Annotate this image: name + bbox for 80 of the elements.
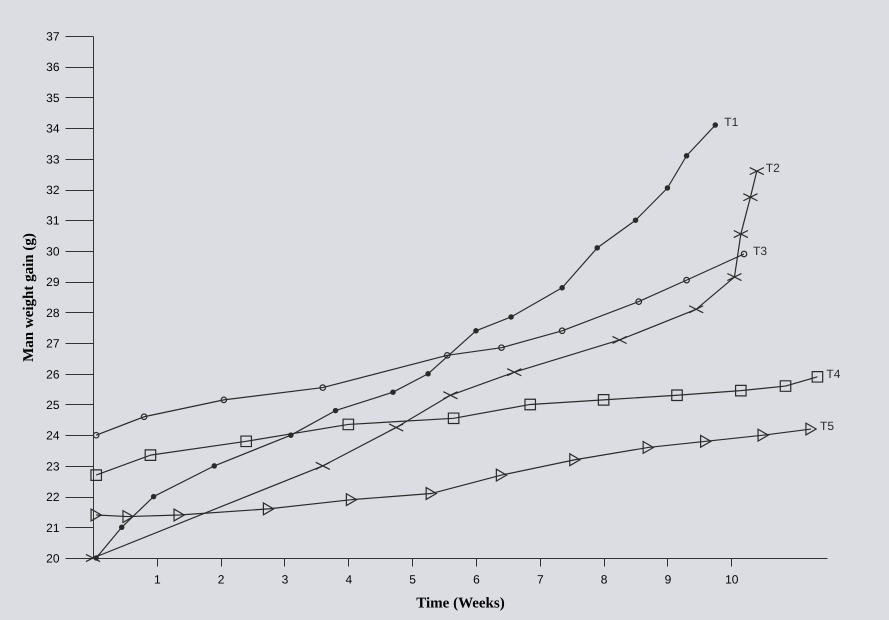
y-tick-label: 37 — [46, 30, 60, 44]
y-tick-label: 23 — [46, 459, 60, 474]
point — [390, 389, 396, 395]
point — [332, 408, 338, 414]
point — [734, 384, 747, 396]
series-label: T4 — [826, 366, 841, 381]
x-tick-label: 1 — [154, 572, 161, 586]
point — [90, 469, 102, 481]
x-axis-title: Time (Weeks) — [416, 596, 505, 612]
y-tick-label: 22 — [46, 490, 60, 504]
y-tick-label: 31 — [46, 214, 60, 228]
x-tick-label: 9 — [664, 572, 672, 586]
point — [805, 422, 817, 436]
point — [569, 453, 581, 466]
point — [173, 508, 185, 522]
point — [635, 298, 642, 305]
point — [812, 370, 824, 383]
point — [240, 435, 252, 448]
point — [700, 434, 712, 448]
x-tick-label: 10 — [725, 572, 739, 586]
point — [319, 384, 326, 391]
point — [140, 413, 148, 420]
point — [342, 418, 354, 430]
y-tick-label: 26 — [46, 367, 60, 382]
point — [118, 524, 124, 530]
point — [684, 153, 690, 158]
point — [448, 412, 460, 424]
point — [212, 463, 218, 469]
point — [122, 510, 134, 524]
point — [473, 328, 479, 334]
y-tick-label: 24 — [46, 428, 60, 443]
y-tick-label: 30 — [46, 244, 60, 258]
series-label: T3 — [753, 244, 768, 258]
point — [524, 398, 536, 410]
y-tick-label: 32 — [46, 183, 60, 198]
point — [664, 185, 670, 191]
y-axis-title: Man weight gain (g) — [21, 233, 38, 362]
point — [558, 327, 566, 334]
x-tick-label: 3 — [282, 572, 289, 586]
y-tick-label: 25 — [46, 398, 60, 412]
point — [508, 314, 514, 320]
point — [757, 428, 769, 442]
y-tick-label: 27 — [46, 336, 60, 351]
point — [144, 449, 156, 461]
point — [683, 276, 690, 284]
x-tick-label: 6 — [473, 572, 480, 586]
point — [150, 494, 156, 500]
point — [496, 468, 508, 482]
point — [632, 218, 638, 223]
series-label: T2 — [766, 161, 780, 176]
point — [426, 487, 437, 500]
point — [262, 502, 274, 516]
series-label: T5 — [820, 419, 834, 434]
y-tick-label: 33 — [46, 152, 60, 166]
y-tick-label: 21 — [46, 520, 60, 535]
x-tick-label: 8 — [600, 572, 608, 586]
y-tick-label: 35 — [46, 90, 60, 105]
point — [598, 394, 610, 406]
x-tick-label: 4 — [345, 572, 352, 586]
point — [90, 508, 102, 522]
point — [712, 122, 718, 128]
point — [425, 371, 431, 376]
point — [671, 389, 683, 402]
y-tick-label: 36 — [46, 60, 60, 74]
x-tick-label: 5 — [409, 572, 416, 586]
point — [594, 245, 600, 251]
point — [780, 380, 792, 392]
y-tick-label: 20 — [46, 552, 60, 566]
y-tick-label: 29 — [46, 275, 60, 290]
point — [642, 440, 654, 454]
x-tick-label: 2 — [218, 572, 225, 586]
y-tick-label: 28 — [46, 306, 60, 320]
x-tick-label: 7 — [536, 572, 544, 586]
point — [346, 493, 358, 506]
point — [559, 285, 565, 291]
point — [444, 352, 451, 359]
series-label: T1 — [724, 115, 739, 130]
y-tick-label: 34 — [46, 122, 60, 136]
point — [498, 344, 505, 351]
point — [220, 396, 228, 404]
